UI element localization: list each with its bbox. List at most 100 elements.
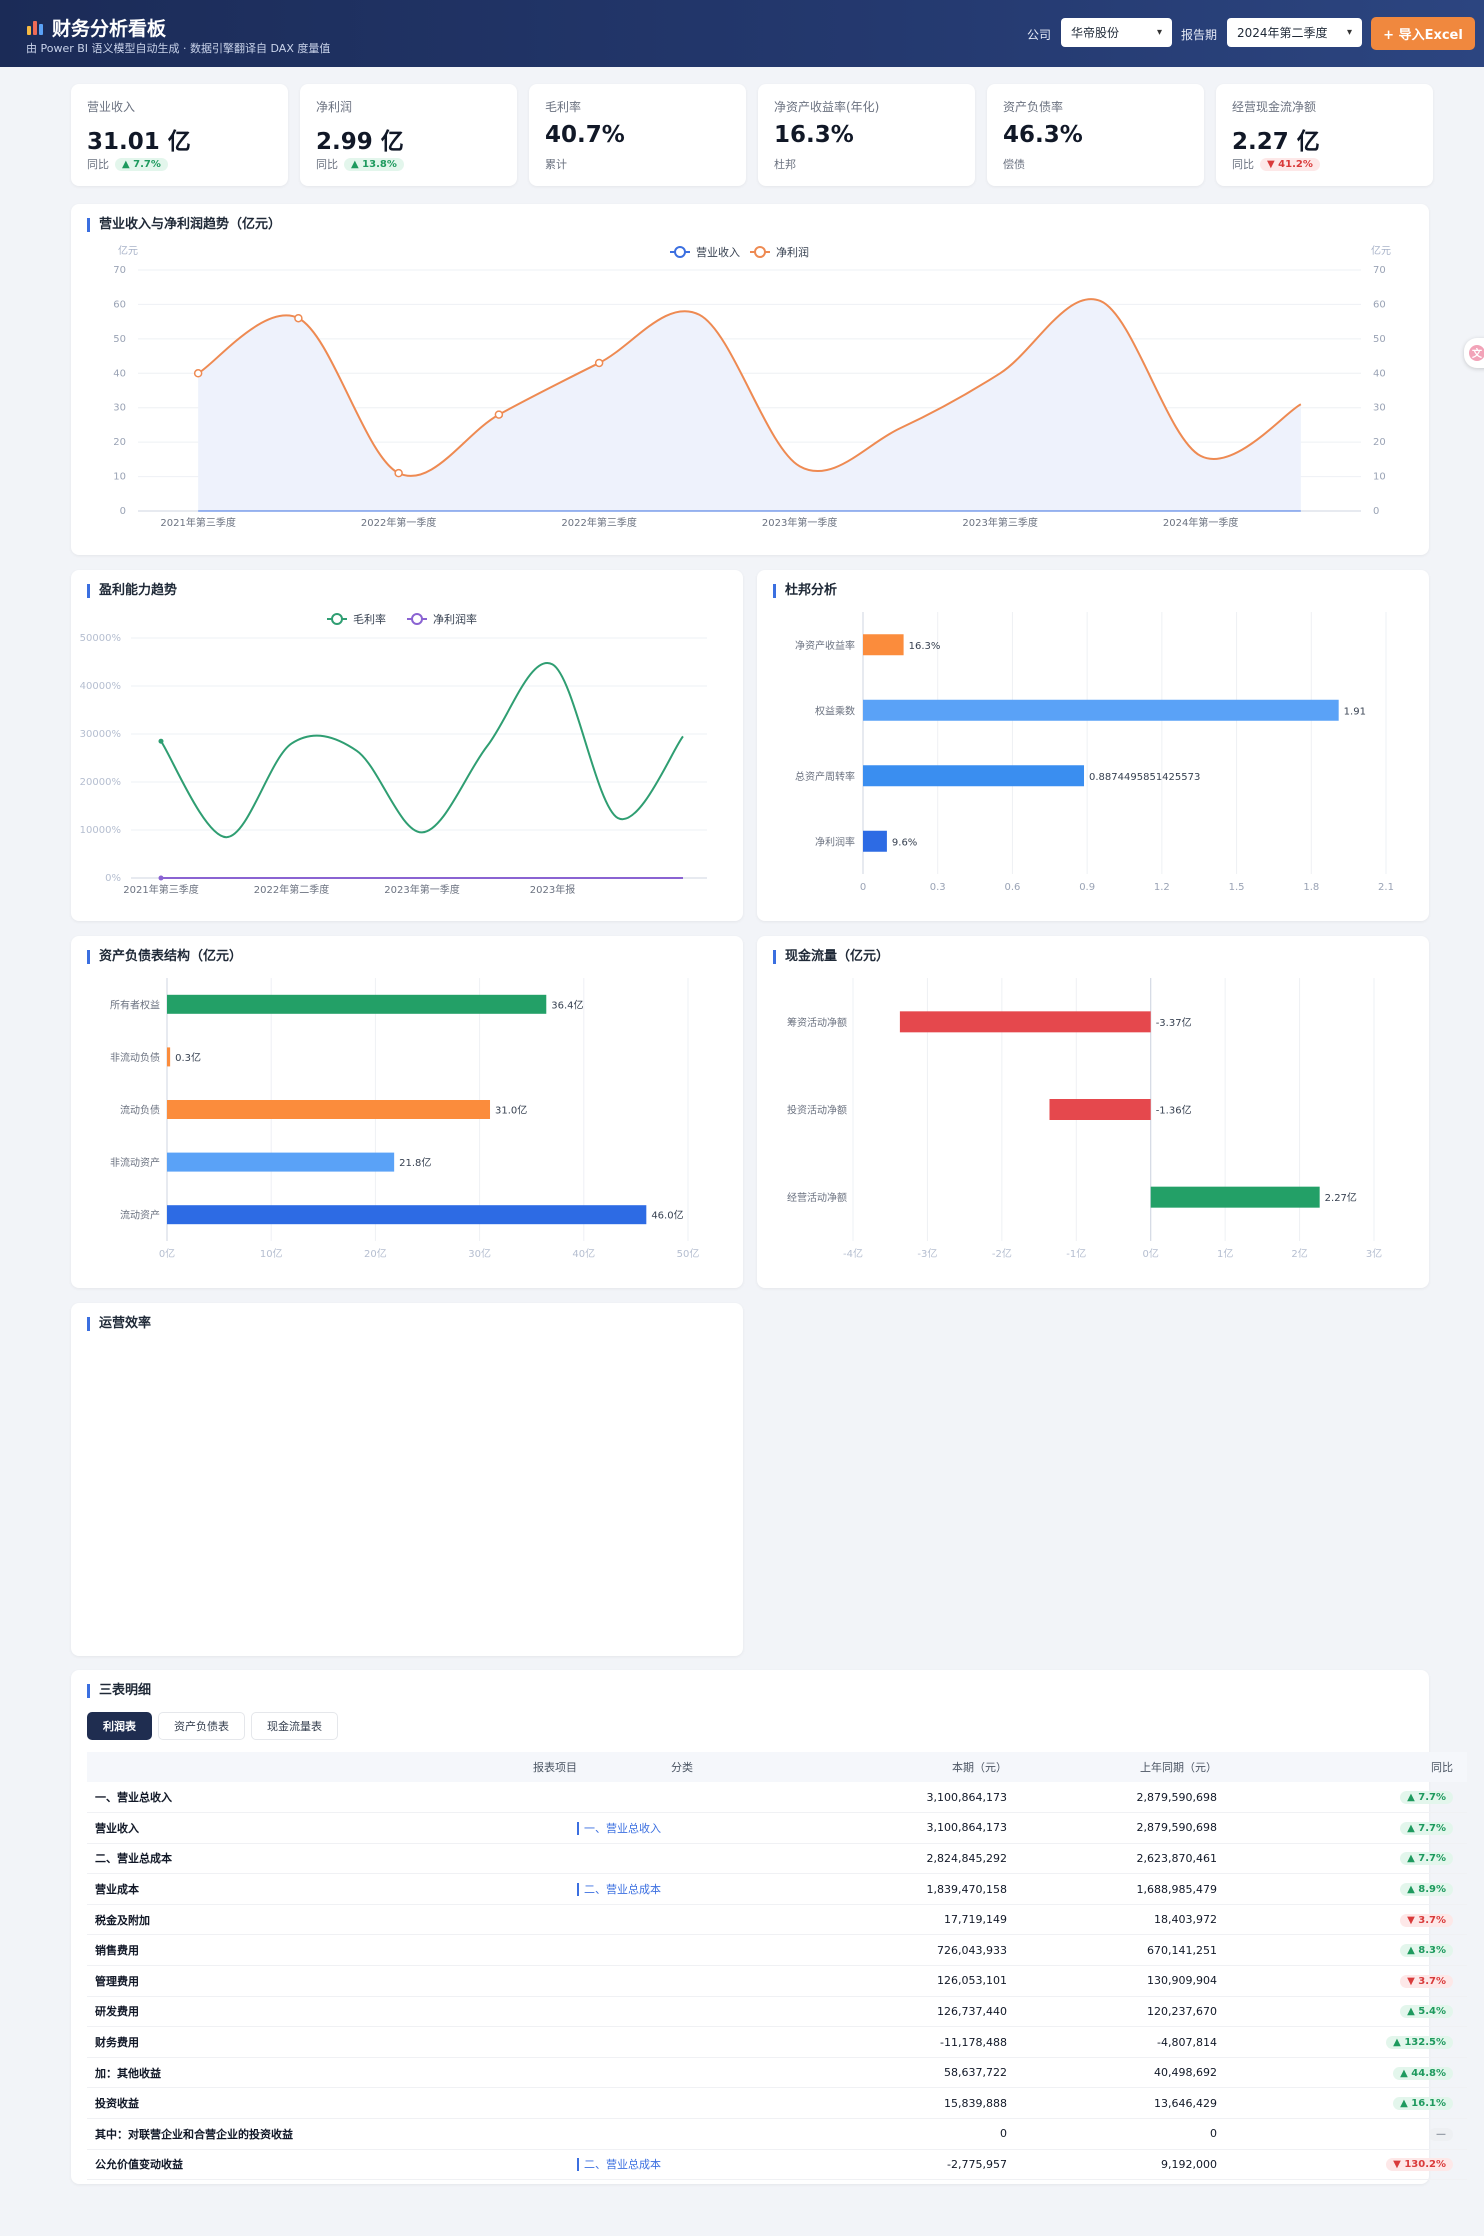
profitability-card: 盈利能力趋势 0% 10000% 20000% 30000% 40000% 50000% 2… [71, 570, 743, 921]
value-label: 16.3% [909, 641, 941, 652]
y2-tick-label: 10 [1373, 472, 1386, 483]
row-prior: 0 [1017, 2118, 1227, 2150]
row-category: 二、营业总成本 [577, 2149, 787, 2181]
bar [863, 699, 1339, 721]
profitability-chart: 0% 10000% 20000% 30000% 40000% 50000% 2021年第三季… [80, 612, 707, 896]
table-row: 二、营业总成本 2,824,845,292 2,623,870,461 ▲ 7.7% [87, 1843, 1467, 1875]
revenue-trend-card: 营业收入与净利润趋势（亿元） 亿元 亿元 0 0 10 10 20 20 30 30 40 40 50 5… [71, 204, 1429, 555]
card-title: 资产负债表结构（亿元） [87, 950, 242, 964]
x-tick-label: 0亿 [159, 1247, 175, 1260]
kpi-foot-label: 累计 [545, 158, 567, 171]
x-tick-label: 2023年第三季度 [962, 516, 1037, 529]
x-tick-label: 20亿 [364, 1247, 387, 1260]
kpi-value: 2.27 亿 [1232, 129, 1320, 155]
kpi-card-roe: 净资产收益率(年化) 16.3% 杜邦 [758, 84, 975, 186]
kpi-foot-label: 杜邦 [774, 158, 796, 171]
table-row: 研发费用 126,737,440 120,237,670 ▲ 5.4% [87, 1996, 1467, 2028]
x-tick-label: 0.6 [1004, 882, 1020, 893]
y2-tick-label: 0 [1373, 506, 1379, 517]
row-category: 二、营业总成本 [577, 1873, 787, 1905]
row-prior: 18,403,972 [1017, 1904, 1227, 1936]
y2-axis-title: 亿元 [1371, 244, 1391, 257]
kpi-card-debt-ratio: 资产负债率 46.3% 偿债 [987, 84, 1204, 186]
balance-sheet-card: 资产负债表结构（亿元） 0亿 10亿 20亿 30亿 40亿 50亿 所有者权益 36.4亿非… [71, 936, 743, 1288]
row-prior: 2,623,870,461 [1017, 1843, 1227, 1875]
row-current: 58,637,722 [787, 2057, 1017, 2089]
y-tick-label: 40000% [80, 681, 121, 692]
x-tick-label: 2024年第一季度 [1163, 516, 1238, 529]
period-select[interactable]: 2024年第二季度 ▾ [1227, 18, 1362, 47]
row-item: 研发费用 [87, 1996, 577, 2028]
row-current: 17,719,149 [787, 1904, 1017, 1936]
statement-tabs: 利润表 资产负债表 现金流量表 [87, 1712, 338, 1740]
row-item: 投资收益 [87, 2087, 577, 2120]
x-tick-label: 1.2 [1154, 882, 1170, 893]
y-tick-label: 70 [113, 265, 126, 276]
kpi-label: 资产负债率 [1003, 100, 1064, 114]
row-current: 126,737,440 [787, 1996, 1017, 2028]
company-select[interactable]: 华帝股份 ▾ [1061, 18, 1172, 47]
tab-cash-flow[interactable]: 现金流量表 [251, 1712, 338, 1740]
row-category [577, 1965, 787, 1997]
gross-margin-point [158, 738, 164, 744]
value-label: -1.36亿 [1156, 1104, 1192, 1117]
category-label: 筹资活动净额 [787, 1016, 847, 1029]
row-yoy: ▼ 130.2% [1227, 2149, 1467, 2181]
row-current: -11,178,488 [787, 2026, 1017, 2058]
legend-swatch-marker [754, 246, 766, 258]
x-tick-label: -3亿 [917, 1247, 937, 1260]
row-item: 营业成本 [87, 1873, 577, 1905]
row-prior: 2,879,590,698 [1017, 1812, 1227, 1844]
row-yoy: ▲ 7.7% [1227, 1782, 1467, 1814]
import-excel-button[interactable]: + 导入Excel [1371, 17, 1475, 50]
tab-balance-sheet[interactable]: 资产负债表 [158, 1712, 245, 1740]
category-label: 净利润率 [815, 835, 855, 848]
company-label: 公司 [1027, 28, 1052, 42]
kpi-label: 经营现金流净额 [1232, 100, 1317, 114]
app-title: 财务分析看板 [52, 18, 167, 40]
column-header-category: 分类 [577, 1752, 787, 1782]
dupont-chart: 0 0.3 0.6 0.9 1.2 1.5 1.8 2.1 净资产收益率 16.3% 权益乘数 1.9… [795, 612, 1394, 893]
x-tick-label: 2022年第三季度 [561, 516, 636, 529]
bar [863, 830, 887, 852]
row-item: 营业收入 [87, 1812, 577, 1844]
row-yoy: ▲ 8.3% [1227, 1934, 1467, 1967]
translate-widget-button[interactable]: 文 [1464, 338, 1484, 368]
net-profit-point [494, 410, 504, 419]
legend-swatch-marker [411, 613, 423, 625]
kpi-card-revenue: 营业收入 31.01 亿 同比 ▲ 7.7% [71, 84, 288, 186]
card-title: 现金流量（亿元） [773, 950, 889, 964]
net-profit-point [394, 468, 403, 478]
row-current: 726,043,933 [787, 1934, 1017, 1967]
kpi-value: 40.7% [545, 122, 625, 148]
row-current: 126,053,101 [787, 1965, 1017, 1997]
row-item: 加：其他收益 [87, 2057, 577, 2089]
kpi-card-gross-margin: 毛利率 40.7% 累计 [529, 84, 746, 186]
statement-table: 报表项目 分类 本期（元） 上年同期（元） 同比 一、营业总收入 3,100,86… [87, 1752, 1467, 2181]
translate-icon: 文 [1469, 345, 1484, 361]
bar [1049, 1099, 1151, 1120]
row-current: -2,775,957 [787, 2149, 1017, 2181]
yoy-badge: ▲ 5.4% [1400, 2005, 1453, 2019]
kpi-label: 营业收入 [87, 100, 136, 114]
net-profit-point [193, 369, 203, 378]
period-select-value: 2024年第二季度 [1237, 26, 1328, 40]
chevron-down-icon: ▾ [1156, 27, 1162, 38]
table-row: 管理费用 126,053,101 130,909,904 ▼ 3.7% [87, 1965, 1467, 1997]
row-yoy: ▼ 3.7% [1227, 1965, 1467, 1997]
value-label: 0.3亿 [175, 1051, 201, 1064]
yoy-badge: ▲ 7.7% [1400, 1791, 1453, 1805]
category-label: 流动资产 [120, 1209, 160, 1222]
column-header-yoy: 同比 [1227, 1752, 1467, 1782]
tab-income-statement[interactable]: 利润表 [87, 1712, 152, 1740]
category-tag: 一、营业总收入 [577, 1821, 661, 1835]
category-label: 非流动负债 [110, 1051, 160, 1064]
row-prior: 9,192,000 [1017, 2149, 1227, 2181]
row-category [577, 2026, 787, 2058]
row-item: 二、营业总成本 [87, 1843, 577, 1875]
x-tick-label: 2023年第一季度 [384, 883, 459, 896]
kpi-value: 31.01 亿 [87, 129, 191, 155]
value-label: 9.6% [892, 837, 917, 848]
